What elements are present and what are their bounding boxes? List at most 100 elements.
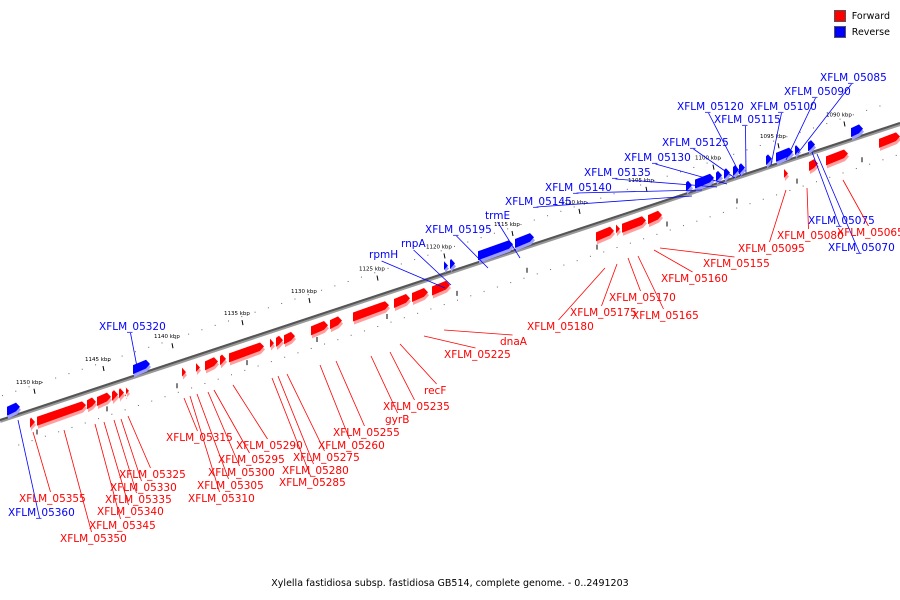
reverse-gene-label-leader xyxy=(785,97,816,161)
guide-dot-lower xyxy=(789,189,791,191)
forward-gene-label-leader xyxy=(127,415,151,469)
scale-tick-mark xyxy=(712,164,715,170)
forward-gene-label: XFLM_05255 xyxy=(333,427,400,439)
reverse-gene-label: XFLM_05130 xyxy=(624,152,691,164)
guide-dot-upper xyxy=(121,355,123,357)
guide-dot-upper xyxy=(573,206,575,208)
genome-caption: Xylella fastidiosa subsp. fastidiosa GB5… xyxy=(271,578,629,589)
scale-tick-mark xyxy=(443,253,446,259)
guide-dot-upper xyxy=(227,320,229,322)
guide-dot-upper xyxy=(148,346,150,348)
legend-forward: Forward xyxy=(833,9,890,23)
guide-dot-upper xyxy=(1,395,3,397)
guide-dot-lower xyxy=(164,396,166,398)
forward-gene-label-leader xyxy=(601,263,618,307)
guide-dot-lower xyxy=(84,422,86,424)
guide-dot-upper xyxy=(653,180,655,182)
forward-gene-label: XFLM_05260 xyxy=(318,440,385,452)
guide-dot-upper xyxy=(693,166,695,168)
guide-dot-lower xyxy=(111,413,113,415)
legend-reverse: Reverse xyxy=(833,25,890,39)
reverse-gene-label-leader xyxy=(797,83,852,154)
forward-gene-label: XFLM_05325 xyxy=(119,469,186,481)
forward-gene-label-leader xyxy=(842,179,869,227)
guide-dot-lower xyxy=(882,159,884,161)
forward-gene-feature xyxy=(87,397,96,410)
scale-tick-mark xyxy=(308,297,311,304)
forward-gene-label-leader xyxy=(232,384,268,440)
forward-gene-feature xyxy=(30,417,35,429)
reverse-gene-label: rnpA xyxy=(401,238,426,250)
guide-dot-lower xyxy=(496,286,498,288)
scale-tick-mark xyxy=(578,208,581,215)
forward-gene-label-leader xyxy=(103,421,129,506)
forward-gene-label: dnaA xyxy=(500,336,528,348)
forward-gene-feature xyxy=(432,280,450,296)
guide-dot-lower xyxy=(762,198,764,200)
guide-dot-lower xyxy=(297,352,299,354)
forward-gene-label-leader xyxy=(637,255,664,310)
reverse-gene-label-leader xyxy=(17,419,40,519)
forward-gene-label-leader xyxy=(335,360,365,427)
forward-gene-label: XFLM_05165 xyxy=(632,310,699,322)
forward-gene-feature xyxy=(412,288,428,303)
forward-gene-label: XFLM_05080 xyxy=(777,230,844,242)
guide-dot-upper xyxy=(95,364,97,366)
guide-dot-upper xyxy=(600,197,602,199)
reverse-gene-label-leader xyxy=(130,332,139,373)
guide-dot-upper xyxy=(453,245,455,247)
reverse-gene-feature xyxy=(686,180,692,192)
legend-reverse-label: Reverse xyxy=(851,26,890,38)
forward-gene-label-leader xyxy=(370,355,398,414)
forward-gene-feature xyxy=(119,388,124,399)
guide-dot-lower xyxy=(244,369,246,371)
forward-gene-label-leader xyxy=(627,257,641,292)
reverse-gene-label: XFLM_05070 xyxy=(828,242,895,254)
guide-dot-lower xyxy=(589,255,591,257)
forward-gene-label: XFLM_05175 xyxy=(570,307,637,319)
scale-tick-label: 1110 kbp xyxy=(561,200,587,206)
scale-tick-label: 1140 kbp xyxy=(154,334,180,340)
guide-dot-lower xyxy=(310,347,312,349)
forward-gene-feature xyxy=(284,331,295,345)
forward-gene-label: XFLM_05310 xyxy=(188,493,255,505)
guide-dot-upper xyxy=(480,237,482,239)
reverse-gene-feature xyxy=(808,140,815,152)
guide-dot-lower xyxy=(829,176,831,178)
scale-tick-mark xyxy=(33,388,36,394)
scale-tick-label: 1145 kbp xyxy=(85,357,111,363)
forward-gene-label-leader xyxy=(443,329,513,336)
scale-tick-label: 1150 kbp xyxy=(16,380,42,386)
reverse-gene-label: XFLM_05140 xyxy=(545,182,612,194)
scale-tick-mark xyxy=(102,365,105,372)
guide-dot-upper xyxy=(586,202,588,204)
guide-dot-lower xyxy=(749,203,751,205)
guide-dot-upper xyxy=(812,127,814,129)
reverse-gene-feature xyxy=(444,261,448,272)
guide-dot-upper xyxy=(839,118,841,120)
reverse-gene-label: XFLM_05090 xyxy=(784,86,851,98)
reverse-gene-feature xyxy=(739,163,745,175)
guide-dot-upper xyxy=(414,259,416,261)
forward-gene-label: XFLM_05335 xyxy=(105,494,172,506)
reverse-gene-label: XFLM_05125 xyxy=(662,137,729,149)
guide-dot-upper xyxy=(626,188,628,190)
forward-gene-label: XFLM_05340 xyxy=(97,506,164,518)
guide-dot-lower xyxy=(377,325,379,327)
reverse-gene-label-leader xyxy=(770,112,782,166)
guide-dot-upper xyxy=(706,162,708,164)
reverse-gene-feature xyxy=(851,124,863,138)
reverse-gene-label: XFLM_05145 xyxy=(505,196,572,208)
guide-dot-lower xyxy=(191,387,193,389)
guide-dot-lower xyxy=(603,251,605,253)
guide-dot-upper xyxy=(360,276,362,278)
guide-dot-upper xyxy=(759,144,761,146)
forward-gene-label-leader xyxy=(423,335,476,349)
forward-gene-feature xyxy=(112,390,118,402)
guide-dot-upper xyxy=(613,193,615,195)
guide-dot-lower xyxy=(31,440,33,442)
forward-gene-label: XFLM_05225 xyxy=(444,349,511,361)
scale-tick-mark xyxy=(511,230,514,237)
scale-tick-label: 1115 kbp xyxy=(494,222,520,228)
guide-dot-upper xyxy=(387,267,389,269)
